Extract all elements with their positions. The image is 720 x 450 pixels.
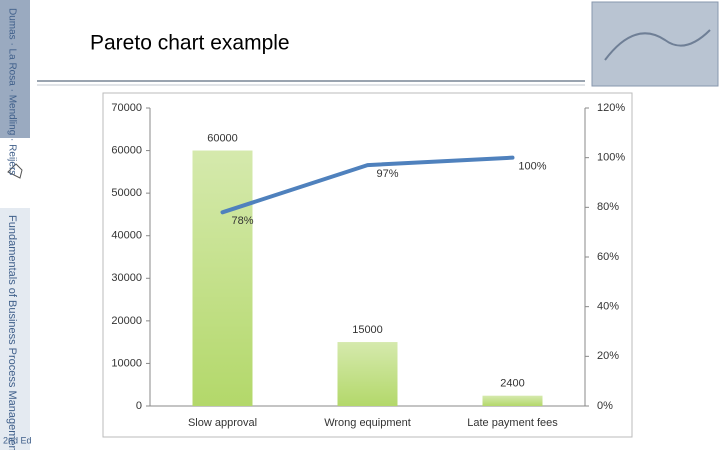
bar-shade bbox=[192, 150, 253, 406]
x-tick-label: Late payment fees bbox=[467, 417, 558, 429]
x-tick-label: Slow approval bbox=[188, 417, 257, 429]
bar-value-label: 60000 bbox=[207, 132, 238, 144]
bar-shade bbox=[482, 395, 543, 406]
y-tick-label: 10000 bbox=[111, 357, 142, 369]
line-value-label: 78% bbox=[231, 215, 253, 227]
header-image bbox=[591, 1, 719, 87]
plot: 0 10000 20000 30000 40000 50000 60000 70000 0% 20… bbox=[111, 102, 625, 429]
sidebar-edition: 2nd Ed bbox=[3, 435, 32, 445]
bar-value-label: 15000 bbox=[352, 324, 383, 336]
y-tick-label: 50000 bbox=[111, 187, 142, 199]
y2-tick-label: 60% bbox=[597, 251, 619, 263]
sidebar-icon bbox=[7, 163, 23, 179]
y-tick-label: 20000 bbox=[111, 315, 142, 327]
y2-tick-label: 40% bbox=[597, 301, 619, 313]
y2-tick-label: 0% bbox=[597, 400, 613, 412]
x-tick-label: Wrong equipment bbox=[324, 417, 411, 429]
slide-title: Pareto chart example bbox=[90, 32, 290, 55]
y-tick-label: 60000 bbox=[111, 144, 142, 156]
y2-tick-label: 120% bbox=[597, 102, 625, 114]
y-tick-label: 0 bbox=[136, 400, 142, 412]
y-tick-label: 70000 bbox=[111, 102, 142, 114]
sidebar-authors: Dumas · La Rosa · Mendling · Reijers bbox=[6, 8, 17, 175]
y-tick-label: 40000 bbox=[111, 230, 142, 242]
y-tick-label: 30000 bbox=[111, 272, 142, 284]
pareto-line bbox=[220, 155, 515, 215]
line-value-label: 97% bbox=[376, 168, 398, 180]
sidebar-book: Fundamentals of Business Process Managem… bbox=[6, 215, 18, 450]
y2-tick-label: 20% bbox=[597, 350, 619, 362]
header-image-sketch bbox=[604, 29, 711, 61]
bar-shade bbox=[337, 342, 398, 406]
sidebar-icon-area bbox=[0, 138, 30, 208]
sidebar-top bbox=[0, 0, 30, 138]
line-value-label: 100% bbox=[518, 161, 546, 173]
y2-tick-label: 80% bbox=[597, 201, 619, 213]
y2-tick-label: 100% bbox=[597, 152, 625, 164]
bar-value-label: 2400 bbox=[500, 378, 524, 390]
